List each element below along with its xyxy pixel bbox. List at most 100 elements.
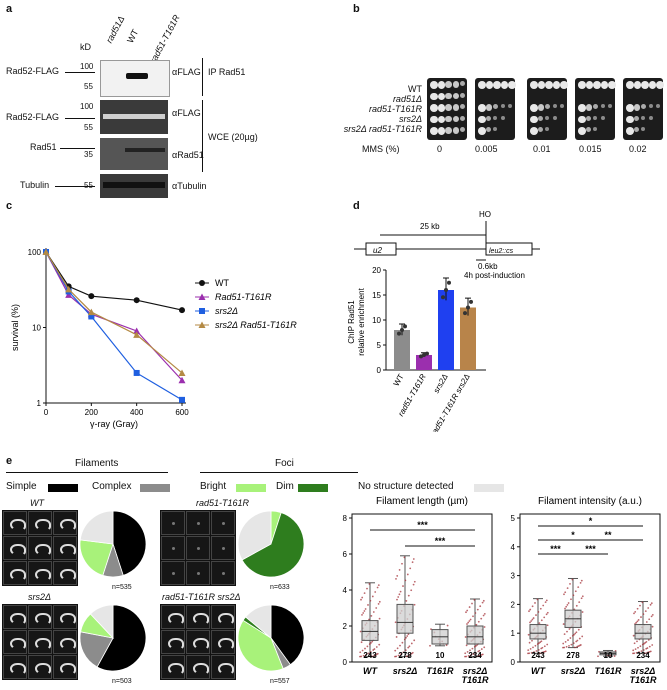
jitter-point bbox=[372, 649, 375, 651]
strain-wt: WT bbox=[408, 84, 422, 94]
filament-signal bbox=[35, 569, 51, 581]
colony-spot bbox=[452, 115, 460, 123]
u2-box bbox=[365, 242, 397, 256]
strain-label-wt: WT bbox=[30, 498, 44, 508]
replicate-dot bbox=[444, 288, 448, 292]
band-label-rad52-flag-wce: Rad52-FLAG bbox=[6, 112, 60, 122]
jitter-point bbox=[477, 620, 480, 623]
sig-label: *** bbox=[585, 544, 596, 554]
jitter-point bbox=[366, 645, 369, 648]
category-label: WT bbox=[363, 666, 378, 676]
filament-signal bbox=[10, 544, 26, 556]
sig-label: *** bbox=[435, 536, 446, 546]
jitter-point bbox=[411, 651, 414, 654]
micrograph-cell bbox=[53, 536, 77, 560]
data-point bbox=[88, 313, 95, 320]
jitter-point bbox=[538, 622, 541, 625]
jitter-point bbox=[404, 649, 407, 652]
sig-label: *** bbox=[417, 520, 428, 530]
colony-spot bbox=[537, 115, 543, 121]
jitter-point bbox=[642, 649, 645, 651]
micrograph-t161r bbox=[160, 510, 236, 586]
jitter-point bbox=[404, 579, 407, 582]
marker-100-b: 100 bbox=[80, 102, 94, 111]
jitter-point bbox=[579, 644, 582, 646]
micrograph-cell bbox=[211, 605, 235, 629]
colony-spot bbox=[445, 104, 452, 111]
jitter-point bbox=[445, 644, 448, 647]
jitter-point bbox=[535, 614, 537, 616]
colony-spot bbox=[530, 104, 538, 112]
legend-label: srs2Δ bbox=[215, 306, 238, 316]
pie-slice bbox=[237, 619, 284, 672]
jitter-point bbox=[396, 647, 399, 650]
y-tick-label: 1 bbox=[511, 629, 516, 638]
legend-label: srs2Δ Rad51-T161R bbox=[215, 320, 297, 330]
colony-spot bbox=[641, 81, 649, 89]
micrograph-cell bbox=[161, 561, 185, 585]
colony-spot bbox=[478, 104, 486, 112]
bracket bbox=[202, 58, 203, 96]
jitter-point bbox=[641, 601, 644, 604]
micrograph-cell bbox=[161, 605, 185, 629]
u2-label: u2 bbox=[373, 246, 382, 255]
colony-spot bbox=[452, 92, 460, 100]
jitter-point bbox=[465, 655, 468, 658]
legend-simple-swatch bbox=[48, 484, 78, 492]
tubulin-blot bbox=[100, 174, 168, 198]
legend-dim-swatch bbox=[298, 484, 328, 492]
x-tick-label: 200 bbox=[85, 408, 99, 417]
jitter-point bbox=[401, 641, 404, 644]
pie-slice bbox=[89, 604, 114, 640]
jitter-point bbox=[644, 610, 647, 613]
jitter-point bbox=[529, 621, 531, 624]
ho-label: HO bbox=[479, 210, 491, 219]
count-label: 243 bbox=[363, 651, 377, 660]
jitter-point bbox=[395, 636, 398, 638]
colony-spot bbox=[578, 115, 586, 124]
jitter-point bbox=[543, 616, 546, 619]
jitter-point bbox=[367, 652, 370, 655]
colony-spot bbox=[430, 115, 438, 124]
kd-label: kD bbox=[80, 42, 91, 52]
micrograph-double bbox=[160, 604, 236, 680]
jitter-point bbox=[566, 630, 568, 633]
rad51-blot bbox=[100, 138, 168, 170]
jitter-point bbox=[648, 645, 651, 648]
micrograph-cell bbox=[28, 605, 52, 629]
colony-spot bbox=[430, 104, 438, 112]
jitter-point bbox=[531, 618, 534, 621]
jitter-point bbox=[531, 639, 533, 642]
jitter-point bbox=[534, 644, 537, 647]
band-label-rad51: Rad51 bbox=[30, 142, 57, 152]
colony-spot bbox=[508, 81, 516, 89]
jitter-point bbox=[565, 645, 568, 648]
mms-label: MMS (%) bbox=[362, 144, 400, 154]
strain-rad51-t161r: rad51-T161R bbox=[368, 104, 422, 114]
jitter-point bbox=[410, 642, 413, 645]
jitter-point bbox=[649, 603, 652, 606]
jitter-point bbox=[483, 646, 486, 649]
jitter-point bbox=[567, 639, 569, 641]
y-tick-label: 0 bbox=[511, 658, 516, 667]
jitter-point bbox=[399, 644, 401, 647]
micrograph-cell bbox=[3, 630, 27, 654]
category-label: T161R bbox=[594, 666, 622, 676]
colony-spot bbox=[530, 81, 538, 89]
pie-slice bbox=[112, 510, 147, 576]
antibody-flag-ip: αFLAG bbox=[172, 67, 201, 77]
category-label: WT bbox=[392, 372, 406, 387]
mms-0: 0 bbox=[437, 144, 443, 154]
chip-bars: 0 5 10 15 20 ChIP Rad51 relative enrichment WT r… bbox=[347, 266, 486, 432]
box bbox=[396, 603, 414, 634]
y-tick-label: 2 bbox=[511, 600, 516, 609]
jitter-point bbox=[575, 604, 578, 607]
jitter-point bbox=[429, 644, 431, 647]
jitter-point bbox=[597, 655, 599, 658]
series-line bbox=[45, 251, 183, 381]
jitter-point bbox=[545, 599, 548, 602]
jitter-point bbox=[570, 598, 572, 601]
jitter-point bbox=[468, 606, 471, 608]
survival-axes: 1 10 100 0 200 400 600 γ-ray (Gray) survival (%) bbox=[10, 248, 189, 429]
jitter-point bbox=[464, 636, 467, 638]
